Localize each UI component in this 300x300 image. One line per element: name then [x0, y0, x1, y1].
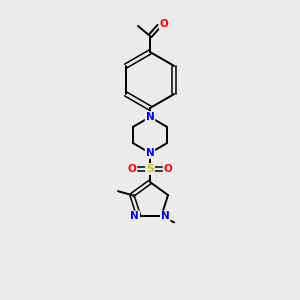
Text: S: S: [146, 164, 154, 174]
Text: N: N: [146, 112, 154, 122]
Text: N: N: [130, 212, 139, 221]
Text: N: N: [161, 212, 170, 221]
Text: O: O: [160, 19, 168, 29]
Text: O: O: [128, 164, 136, 174]
Text: N: N: [146, 148, 154, 158]
Text: O: O: [164, 164, 172, 174]
